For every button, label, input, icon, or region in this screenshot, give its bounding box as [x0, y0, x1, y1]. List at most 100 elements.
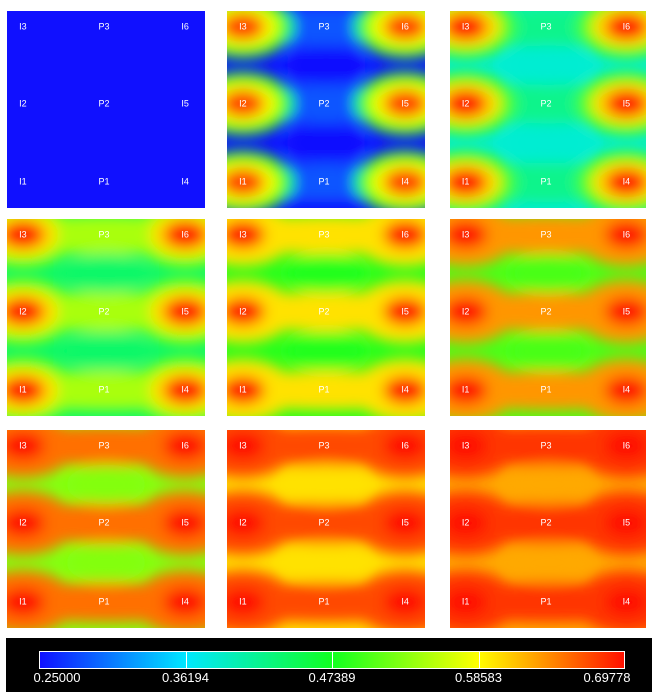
node-label-p1: P1	[98, 176, 110, 187]
node-label-p1: P1	[540, 176, 552, 187]
contour-panel-5: I3 P3 I6 I2 P2 I5 I1 P1 I4	[227, 219, 425, 416]
low-region	[508, 123, 588, 163]
node-label-p2: P2	[98, 98, 110, 109]
colorbar-tick-label: 0.58583	[455, 670, 502, 685]
node-label-p3: P3	[540, 440, 552, 451]
hot-spot	[604, 89, 646, 118]
node-label-i6: I6	[181, 229, 189, 240]
node-label-i3: I3	[19, 21, 27, 32]
low-region	[286, 45, 366, 85]
node-label-i2: I2	[19, 98, 27, 109]
hot-spot	[450, 12, 488, 41]
hot-spot	[227, 509, 265, 537]
hot-spot	[227, 12, 265, 41]
hot-spot	[450, 509, 488, 537]
node-label-i6: I6	[401, 440, 409, 451]
node-label-i5: I5	[181, 98, 189, 109]
node-label-i4: I4	[181, 176, 189, 187]
node-label-i1: I1	[19, 176, 27, 187]
hot-spot	[383, 89, 425, 118]
node-label-i4: I4	[401, 384, 409, 395]
node-label-i6: I6	[622, 440, 631, 451]
contour-panel-3: I3 P3 I6 I2 P2 I5 I1 P1 I4	[450, 11, 646, 208]
hot-spot	[604, 509, 646, 537]
hot-spot	[163, 297, 205, 326]
node-label-i2: I2	[239, 98, 247, 109]
node-label-i5: I5	[181, 306, 189, 317]
contour-band	[524, 287, 572, 336]
node-label-i1: I1	[239, 176, 247, 187]
contour-band	[302, 287, 350, 336]
node-label-i4: I4	[622, 596, 631, 607]
hot-spot	[383, 168, 425, 197]
low-region	[508, 253, 588, 293]
colorbar-tick-mark	[185, 651, 187, 669]
node-label-p1: P1	[98, 596, 110, 607]
node-label-i6: I6	[622, 21, 631, 32]
node-label-p2: P2	[318, 517, 330, 528]
hot-spot	[163, 509, 205, 537]
contour-panel-2: I3 P3 I6 I2 P2 I5 I1 P1 I4	[227, 11, 425, 208]
low-region	[66, 331, 146, 371]
node-label-i3: I3	[461, 21, 470, 32]
node-label-i2: I2	[19, 306, 27, 317]
contour-panel-4: I3 P3 I6 I2 P2 I5 I1 P1 I4	[7, 219, 205, 416]
node-label-p3: P3	[318, 440, 330, 451]
hot-spot	[227, 376, 265, 405]
hot-spot	[227, 168, 265, 197]
node-label-i1: I1	[461, 596, 470, 607]
low-region	[508, 542, 588, 583]
node-label-i4: I4	[622, 176, 631, 187]
node-label-p3: P3	[318, 229, 330, 240]
node-label-i1: I1	[239, 596, 247, 607]
hot-spot	[383, 12, 425, 41]
hot-spot	[604, 297, 646, 326]
contour-field	[7, 430, 205, 628]
colorbar-tick-label: 0.36194	[162, 670, 209, 685]
colorbar-tick-label: 0.25000	[33, 670, 81, 685]
low-region	[286, 331, 366, 371]
contour-field	[7, 219, 205, 416]
hot-spot	[227, 431, 265, 460]
node-label-i1: I1	[19, 384, 27, 395]
hot-spot	[163, 376, 205, 405]
node-label-p3: P3	[98, 21, 110, 32]
hot-spot	[383, 297, 425, 326]
node-label-i5: I5	[622, 306, 631, 317]
low-region	[286, 123, 366, 163]
node-label-p1: P1	[318, 176, 330, 187]
contour-band	[302, 79, 350, 128]
low-region	[66, 464, 146, 505]
node-label-p3: P3	[318, 21, 330, 32]
hot-spot	[450, 431, 488, 460]
hot-spot	[604, 588, 646, 617]
contour-panel-8: I3 P3 I6 I2 P2 I5 I1 P1 I4	[227, 430, 425, 628]
contour-field	[450, 219, 646, 416]
hot-spot	[7, 431, 45, 460]
contour-field	[227, 219, 425, 416]
contour-field	[7, 11, 205, 208]
contour-panel-7: I3 P3 I6 I2 P2 I5 I1 P1 I4	[7, 430, 205, 628]
node-label-i2: I2	[461, 306, 470, 317]
colorbar-tick-label: 0.47389	[308, 670, 356, 685]
low-region	[286, 464, 366, 505]
contour-field	[227, 11, 425, 208]
contour-band	[82, 499, 130, 547]
contour-panel-6: I3 P3 I6 I2 P2 I5 I1 P1 I4	[450, 219, 646, 416]
node-label-i1: I1	[461, 176, 470, 187]
hot-spot	[604, 220, 646, 249]
node-label-i4: I4	[622, 384, 631, 395]
contour-field	[450, 11, 646, 208]
hot-spot	[450, 220, 488, 249]
contour-band	[524, 79, 572, 128]
node-label-p2: P2	[540, 98, 552, 109]
hot-spot	[604, 12, 646, 41]
hot-spot	[383, 376, 425, 405]
node-label-p2: P2	[318, 306, 330, 317]
low-region	[66, 542, 146, 583]
hot-spot	[604, 376, 646, 405]
node-label-i2: I2	[239, 306, 247, 317]
hot-spot	[7, 220, 45, 249]
node-label-i3: I3	[461, 440, 470, 451]
node-label-p2: P2	[98, 517, 110, 528]
